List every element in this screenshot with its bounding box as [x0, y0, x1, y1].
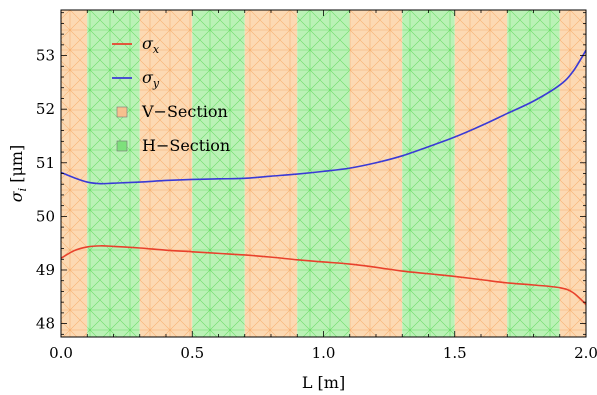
- x-tick-label: 0.5: [180, 344, 204, 362]
- legend-item: σx: [112, 34, 160, 56]
- legend-swatch: [116, 140, 128, 152]
- series-line-x: [60, 245, 587, 305]
- legend-label: σy: [142, 68, 160, 90]
- x-axis-label: L [m]: [302, 373, 345, 392]
- axis-ticks: 0.0 0.5 1.0 1.5 2.0 48 49 50 51 52 53: [36, 10, 597, 362]
- x-tick-label: 0.0: [49, 344, 73, 362]
- series-lines: [60, 49, 587, 305]
- legend-label: σx: [142, 34, 160, 56]
- section-bands: [61, 10, 586, 337]
- h-section-band: [87, 10, 140, 337]
- legend-label: H−Section: [142, 136, 230, 155]
- v-section-band: [244, 10, 298, 337]
- y-tick-label: 53: [36, 47, 55, 65]
- h-section-band: [402, 10, 455, 337]
- v-section-band: [454, 10, 508, 337]
- v-section-band: [139, 10, 193, 337]
- series-line-y: [60, 49, 587, 185]
- legend-label: V−Section: [141, 102, 228, 121]
- y-tick-label: 48: [36, 315, 55, 333]
- h-section-band: [192, 10, 245, 337]
- y-tick-label: 50: [36, 207, 55, 225]
- y-tick-label: 52: [36, 100, 55, 118]
- legend-item: H−Section: [116, 136, 230, 155]
- y-axis-label: σi [μm]: [7, 145, 29, 203]
- legend: σx σy V−Section H−Section: [112, 34, 230, 155]
- legend-item: σy: [112, 68, 160, 90]
- v-section-band: [349, 10, 403, 337]
- x-tick-label: 2.0: [574, 344, 597, 362]
- y-label-symbol: σ: [7, 190, 26, 202]
- x-tick-label: 1.5: [443, 344, 467, 362]
- legend-item: V−Section: [116, 102, 228, 121]
- h-section-band: [507, 10, 560, 337]
- y-tick-label: 51: [36, 154, 55, 172]
- y-label-unit: [μm]: [7, 145, 26, 188]
- x-tick-label: 1.0: [312, 344, 336, 362]
- legend-swatch: [116, 106, 128, 118]
- v-section-band: [559, 10, 586, 337]
- y-label-subscript: i: [16, 188, 29, 192]
- y-tick-label: 49: [36, 261, 55, 279]
